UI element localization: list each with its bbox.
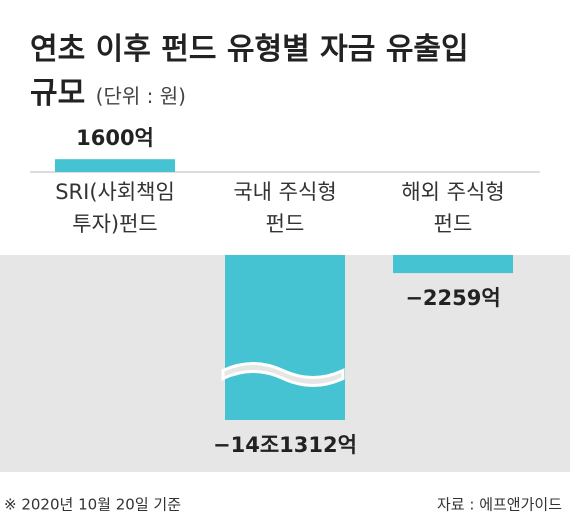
value-label: 1600억: [76, 126, 154, 150]
label-line: 펀드: [434, 212, 473, 236]
value-label: −2259억: [405, 286, 500, 310]
label-line: 국내 주식형: [233, 180, 336, 204]
bar: [55, 159, 175, 172]
note: ※ 2020년 10월 20일 기준: [4, 496, 181, 514]
chart-title: 연초 이후 펀드 유형별 자금 유출입 규모: [30, 32, 469, 111]
title-block: 연초 이후 펀드 유형별 자금 유출입 규모 (단위 : 원): [30, 28, 530, 118]
label-line: 투자)펀드: [72, 212, 157, 236]
source: 자료 : 에프앤가이드: [437, 496, 562, 514]
label-line: SRI(사회책임: [55, 180, 175, 204]
value-label: −14조1312억: [213, 433, 357, 457]
subtitle: (단위 : 원): [95, 84, 186, 108]
bar: [225, 255, 345, 420]
bar: [393, 255, 513, 274]
label-line: 해외 주식형: [401, 180, 504, 204]
label-line: 펀드: [266, 212, 305, 236]
axis-break: [221, 362, 345, 387]
